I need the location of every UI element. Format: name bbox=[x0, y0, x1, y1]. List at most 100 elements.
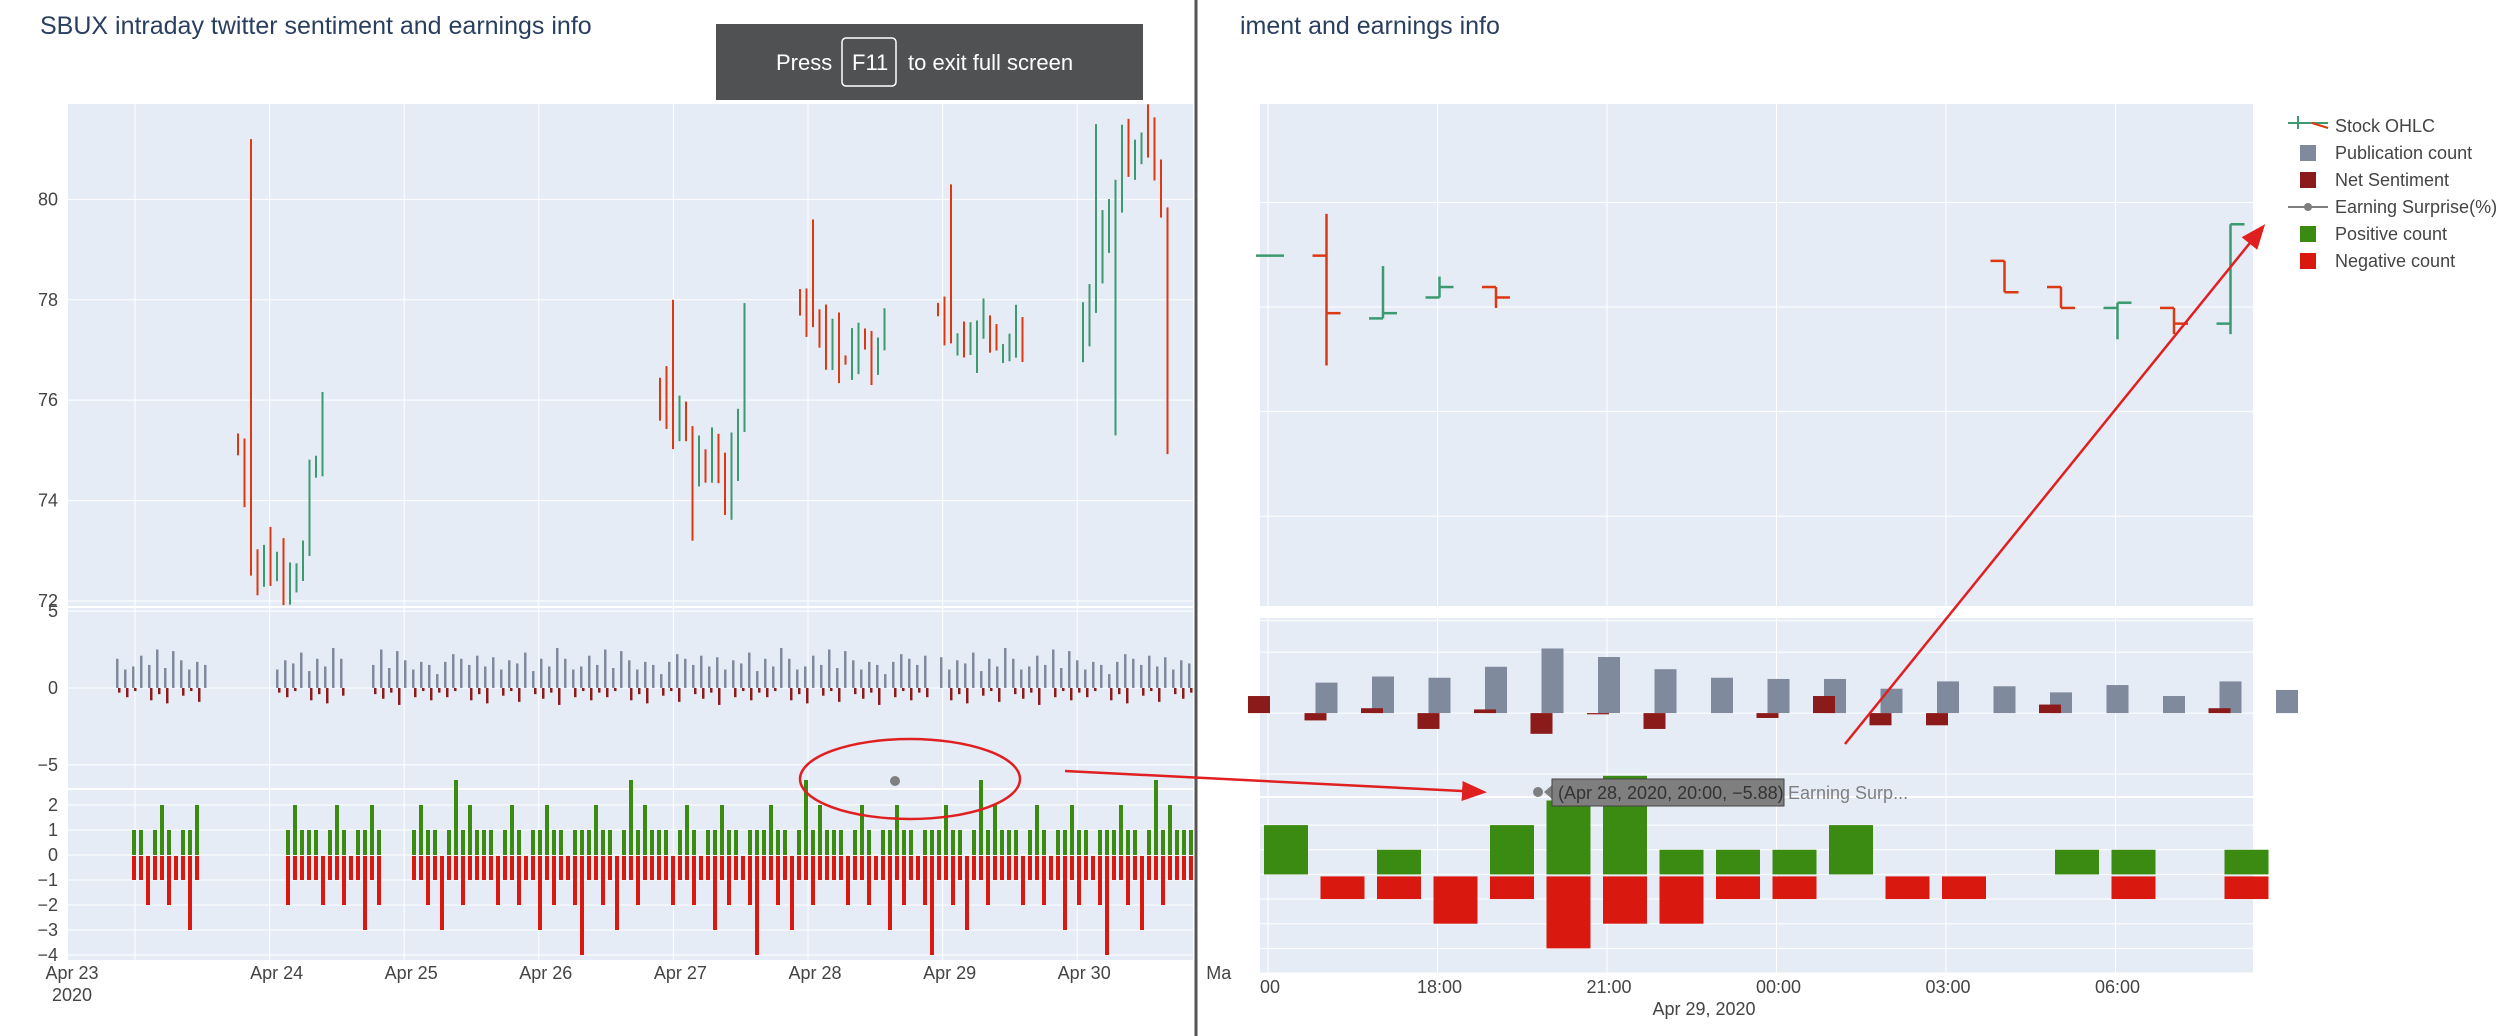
negative-count-bar[interactable] bbox=[972, 856, 976, 880]
negative-count-bar[interactable] bbox=[524, 856, 528, 880]
net-sentiment-bar[interactable] bbox=[574, 688, 577, 698]
positive-count-bar[interactable] bbox=[678, 830, 682, 855]
negative-count-bar[interactable] bbox=[874, 856, 878, 880]
negative-count-bar[interactable] bbox=[685, 856, 689, 880]
positive-count-bar[interactable] bbox=[377, 830, 381, 855]
net-sentiment-bar[interactable] bbox=[1417, 713, 1440, 729]
publication-count-bar[interactable] bbox=[924, 655, 927, 688]
publication-count-bar[interactable] bbox=[708, 666, 711, 688]
positive-count-bar[interactable] bbox=[1063, 830, 1067, 855]
negative-count-bar[interactable] bbox=[160, 856, 164, 880]
negative-count-bar[interactable] bbox=[1140, 856, 1144, 930]
negative-count-bar[interactable] bbox=[545, 856, 549, 880]
publication-count-bar[interactable] bbox=[572, 669, 575, 688]
negative-count-bar[interactable] bbox=[587, 856, 591, 880]
publication-count-bar[interactable] bbox=[1076, 660, 1079, 688]
negative-count-bar[interactable] bbox=[804, 856, 808, 880]
publication-count-bar[interactable] bbox=[868, 661, 871, 688]
ohlc-bar[interactable] bbox=[1482, 285, 1510, 308]
negative-count-bar[interactable] bbox=[762, 856, 766, 880]
publication-count-bar[interactable] bbox=[204, 664, 207, 688]
publication-count-bar[interactable] bbox=[604, 649, 607, 688]
publication-count-bar[interactable] bbox=[1004, 648, 1007, 688]
positive-count-bar[interactable] bbox=[510, 805, 514, 855]
publication-count-bar[interactable] bbox=[532, 671, 535, 688]
net-sentiment-bar[interactable] bbox=[1038, 688, 1041, 705]
negative-count-bar[interactable] bbox=[811, 856, 815, 905]
publication-count-bar[interactable] bbox=[540, 658, 543, 688]
net-sentiment-bar[interactable] bbox=[1643, 713, 1666, 729]
publication-count-bar[interactable] bbox=[796, 669, 799, 688]
net-sentiment-bar[interactable] bbox=[150, 688, 153, 701]
publication-count-bar[interactable] bbox=[876, 664, 879, 688]
publication-count-bar[interactable] bbox=[1188, 663, 1191, 688]
net-sentiment-bar[interactable] bbox=[1756, 713, 1779, 718]
negative-count-bar[interactable] bbox=[916, 856, 920, 880]
negative-count-bar[interactable] bbox=[342, 856, 346, 905]
positive-count-bar[interactable] bbox=[902, 830, 906, 855]
positive-count-bar[interactable] bbox=[734, 830, 738, 855]
positive-count-bar[interactable] bbox=[370, 805, 374, 855]
publication-count-bar[interactable] bbox=[1156, 666, 1159, 688]
negative-count-bar[interactable] bbox=[923, 856, 927, 905]
publication-count-bar[interactable] bbox=[500, 669, 503, 688]
publication-count-bar[interactable] bbox=[564, 658, 567, 688]
negative-count-bar[interactable] bbox=[377, 856, 381, 905]
net-sentiment-bar[interactable] bbox=[390, 688, 393, 693]
negative-count-bar[interactable] bbox=[608, 856, 612, 880]
positive-count-bar[interactable] bbox=[853, 830, 857, 855]
publication-count-bar[interactable] bbox=[300, 652, 303, 688]
positive-count-bar[interactable] bbox=[181, 830, 185, 855]
net-sentiment-bar[interactable] bbox=[1869, 713, 1892, 726]
net-sentiment-bar[interactable] bbox=[190, 688, 193, 692]
net-sentiment-bar[interactable] bbox=[1587, 713, 1609, 715]
publication-count-bar[interactable] bbox=[1084, 669, 1087, 688]
negative-count-bar[interactable] bbox=[510, 856, 514, 880]
publication-count-bar[interactable] bbox=[980, 671, 983, 688]
positive-count-bar[interactable] bbox=[993, 805, 997, 855]
negative-count-bar[interactable] bbox=[1077, 856, 1081, 905]
positive-count-bar[interactable] bbox=[153, 830, 157, 855]
publication-count-bar[interactable] bbox=[908, 658, 911, 688]
publication-count-bar[interactable] bbox=[644, 661, 647, 688]
positive-count-bar[interactable] bbox=[552, 830, 556, 855]
publication-count-bar[interactable] bbox=[1036, 655, 1039, 688]
publication-count-bar[interactable] bbox=[380, 649, 383, 688]
negative-count-bar[interactable] bbox=[797, 856, 801, 880]
negative-count-bar[interactable] bbox=[468, 856, 472, 880]
negative-count-bar[interactable] bbox=[1112, 856, 1116, 880]
publication-count-bar[interactable] bbox=[412, 669, 415, 688]
positive-count-bar[interactable] bbox=[1154, 780, 1158, 855]
publication-count-bar[interactable] bbox=[1711, 677, 1733, 714]
publication-count-bar[interactable] bbox=[1180, 660, 1183, 688]
publication-count-bar[interactable] bbox=[308, 671, 311, 688]
publication-count-bar[interactable] bbox=[956, 660, 959, 688]
positive-count-bar[interactable] bbox=[1077, 830, 1081, 855]
positive-count-bar[interactable] bbox=[937, 830, 941, 855]
net-sentiment-bar[interactable] bbox=[470, 688, 473, 701]
net-sentiment-bar[interactable] bbox=[326, 688, 329, 704]
publication-count-bar[interactable] bbox=[1140, 664, 1143, 688]
publication-count-bar[interactable] bbox=[156, 649, 159, 688]
publication-count-bar[interactable] bbox=[1100, 664, 1103, 688]
publication-count-bar[interactable] bbox=[1172, 669, 1175, 688]
net-sentiment-bar[interactable] bbox=[318, 688, 321, 695]
net-sentiment-bar[interactable] bbox=[926, 688, 929, 698]
net-sentiment-bar[interactable] bbox=[374, 688, 377, 695]
positive-count-bar[interactable] bbox=[286, 830, 290, 855]
net-sentiment-bar[interactable] bbox=[534, 688, 537, 695]
negative-count-bar[interactable] bbox=[1942, 876, 1986, 900]
positive-count-bar[interactable] bbox=[888, 830, 892, 855]
net-sentiment-bar[interactable] bbox=[398, 688, 401, 705]
net-sentiment-bar[interactable] bbox=[1014, 688, 1017, 695]
positive-count-bar[interactable] bbox=[594, 805, 598, 855]
positive-count-bar[interactable] bbox=[930, 830, 934, 855]
negative-count-bar[interactable] bbox=[538, 856, 542, 930]
positive-count-bar[interactable] bbox=[559, 830, 563, 855]
net-sentiment-bar[interactable] bbox=[1182, 688, 1185, 699]
negative-count-bar[interactable] bbox=[1772, 876, 1817, 900]
positive-count-bar[interactable] bbox=[1000, 830, 1004, 855]
publication-count-bar[interactable] bbox=[164, 668, 167, 688]
ohlc-bar[interactable] bbox=[2047, 285, 2075, 310]
negative-count-bar[interactable] bbox=[286, 856, 290, 905]
